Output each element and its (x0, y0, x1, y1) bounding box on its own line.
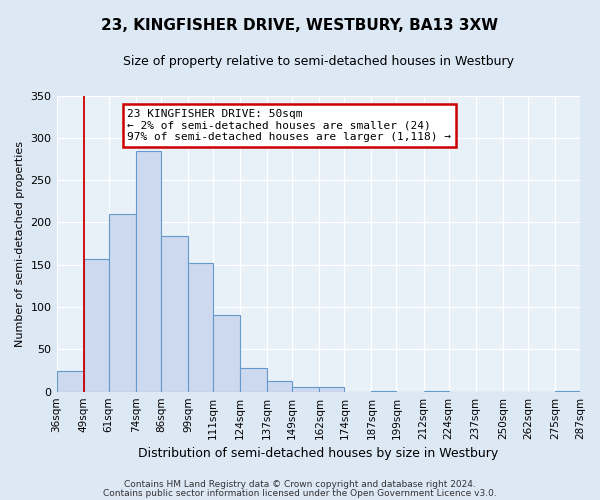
Text: Contains HM Land Registry data © Crown copyright and database right 2024.: Contains HM Land Registry data © Crown c… (124, 480, 476, 489)
Bar (56, 370, 83, 392)
Bar (267, 380, 292, 392)
Bar (161, 236, 188, 392)
Bar (319, 388, 344, 392)
Bar (371, 391, 397, 392)
Title: Size of property relative to semi-detached houses in Westbury: Size of property relative to semi-detach… (123, 55, 514, 68)
Bar (109, 214, 136, 392)
Bar (188, 263, 213, 392)
Bar (240, 368, 267, 392)
Y-axis label: Number of semi-detached properties: Number of semi-detached properties (15, 140, 25, 346)
Bar (424, 391, 449, 392)
Bar (213, 314, 240, 392)
Text: 23 KINGFISHER DRIVE: 50sqm
← 2% of semi-detached houses are smaller (24)
97% of : 23 KINGFISHER DRIVE: 50sqm ← 2% of semi-… (127, 109, 451, 142)
X-axis label: Distribution of semi-detached houses by size in Westbury: Distribution of semi-detached houses by … (138, 447, 499, 460)
Bar (136, 150, 161, 392)
Text: Contains public sector information licensed under the Open Government Licence v3: Contains public sector information licen… (103, 489, 497, 498)
Bar (292, 388, 319, 392)
Bar (83, 259, 109, 392)
Text: 23, KINGFISHER DRIVE, WESTBURY, BA13 3XW: 23, KINGFISHER DRIVE, WESTBURY, BA13 3XW (101, 18, 499, 32)
Bar (555, 391, 580, 392)
